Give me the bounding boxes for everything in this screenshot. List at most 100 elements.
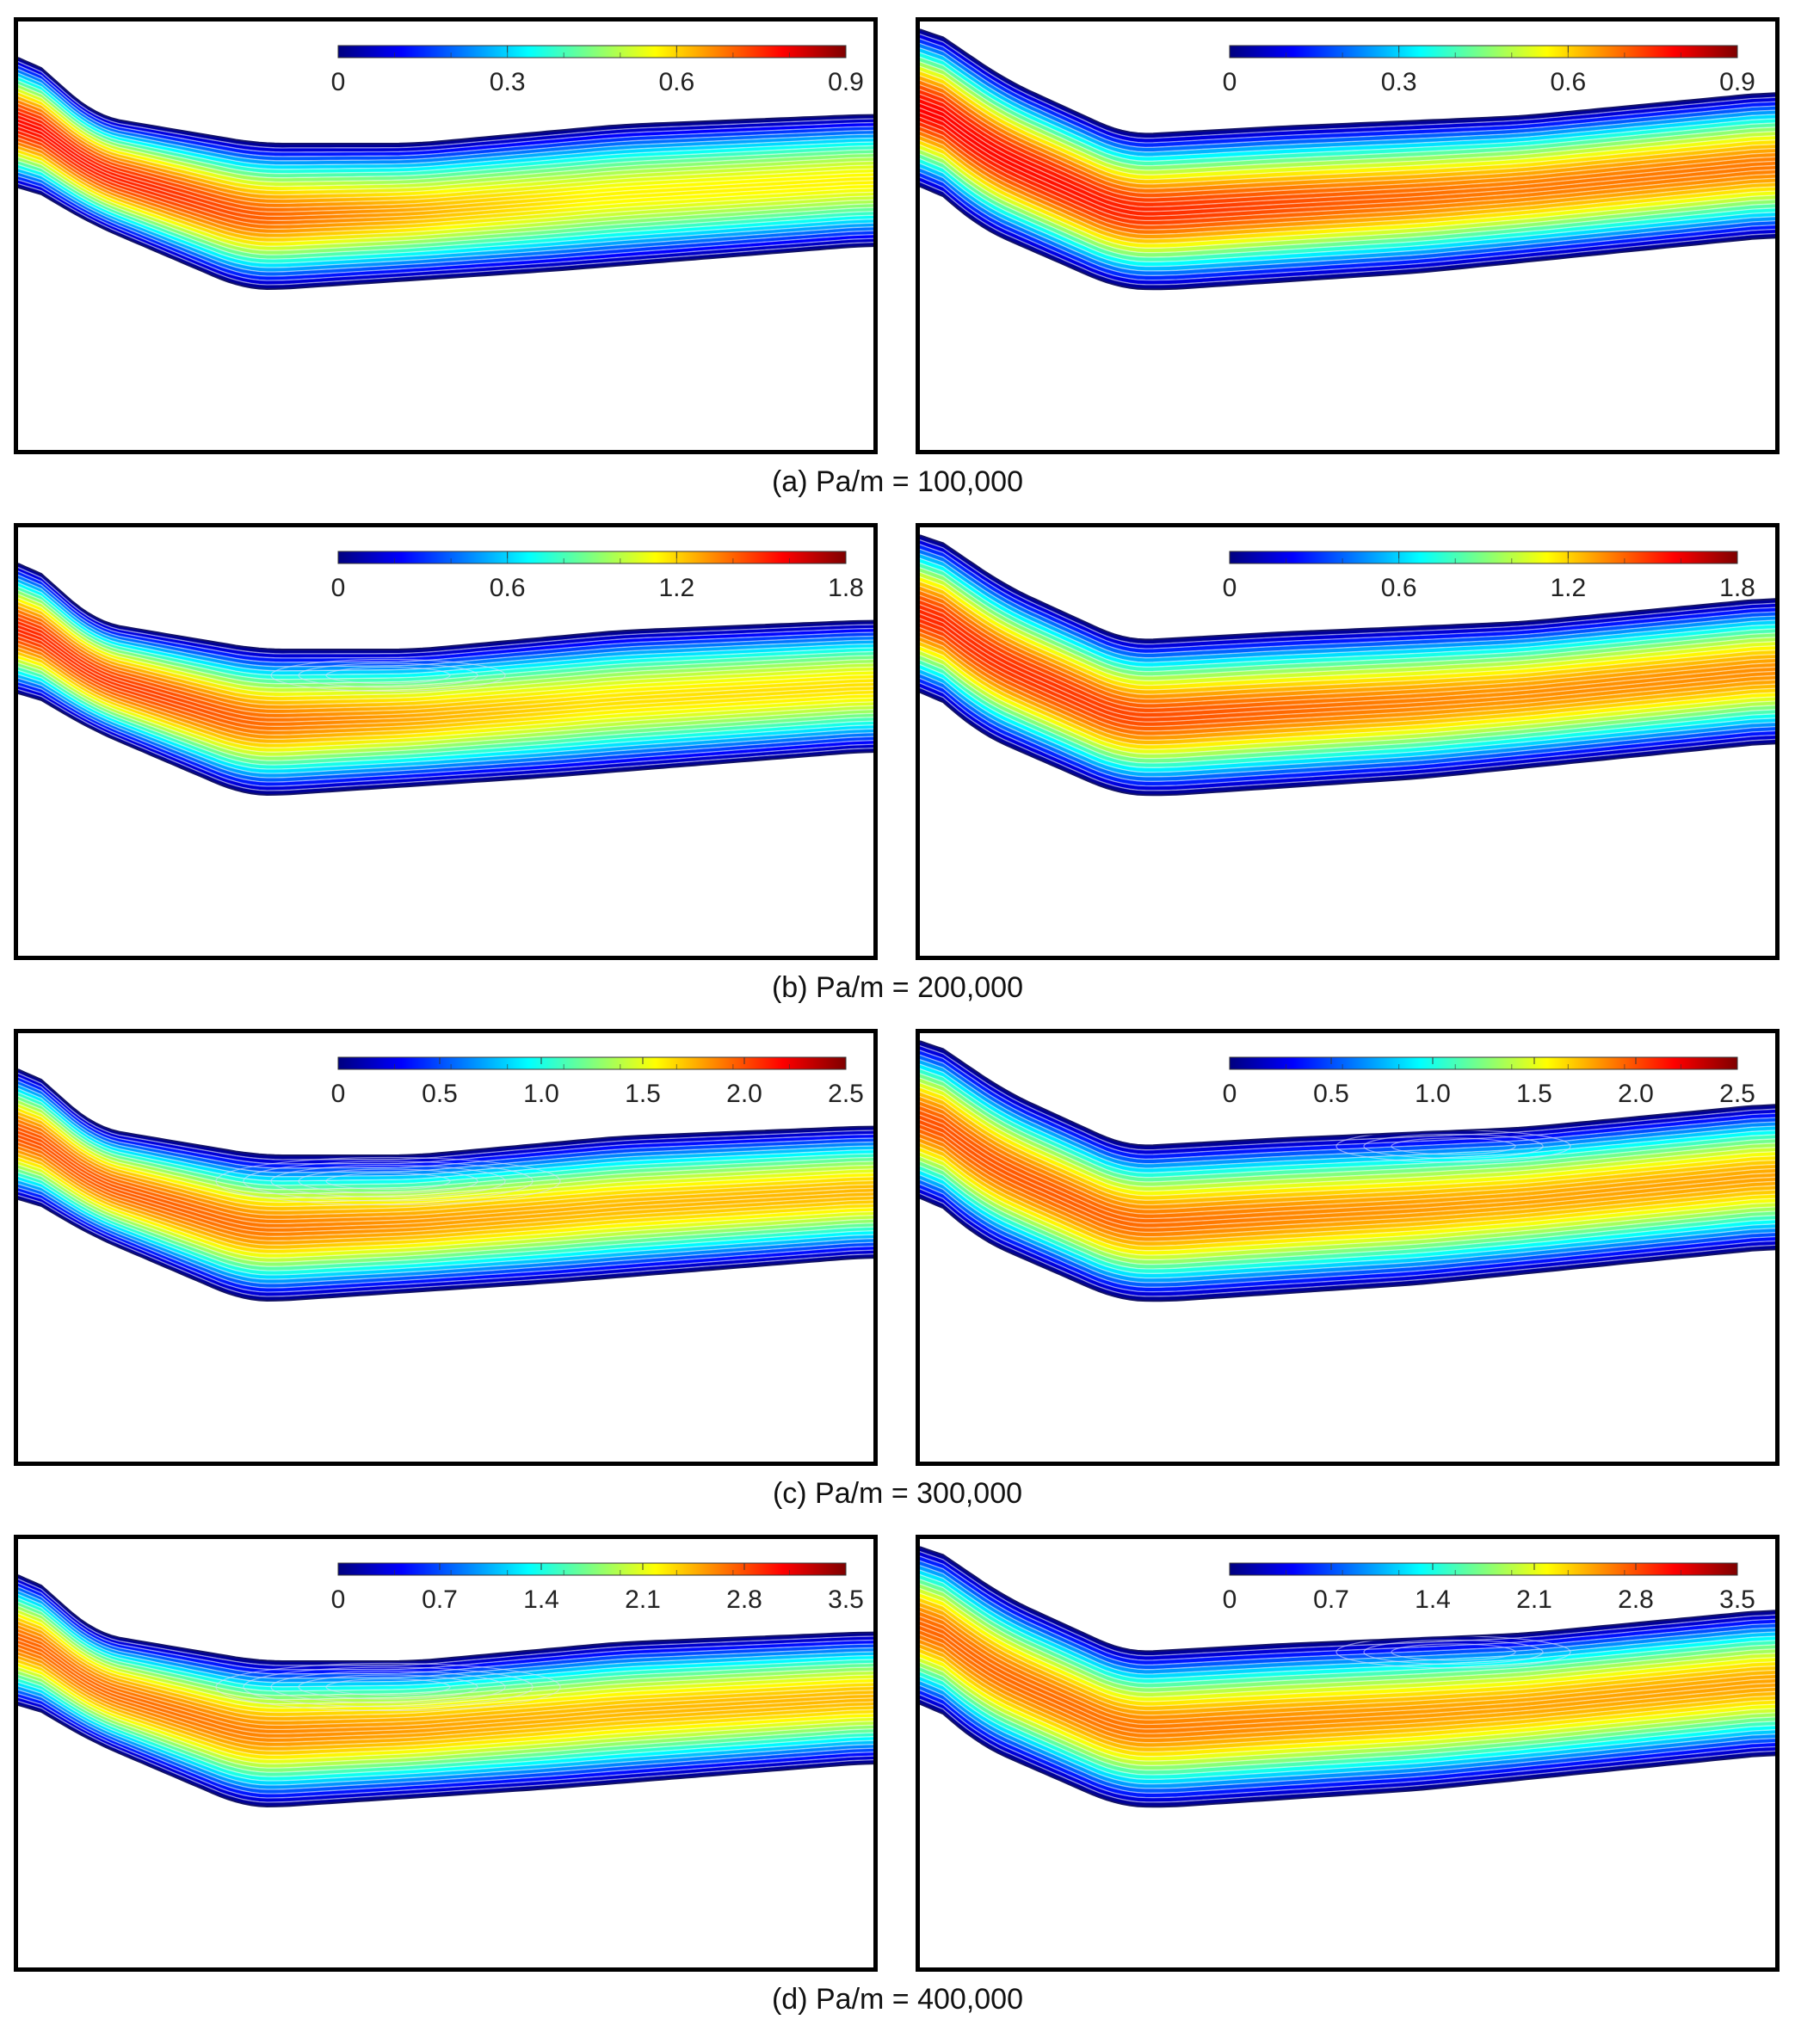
colorbar-tick-label: 1.2 — [1550, 574, 1586, 602]
colorbar-gradient — [337, 45, 847, 58]
velocity-field-plot: 0 0.6 1.2 1.8 — [920, 534, 1775, 797]
colorbar: 0 0.7 1.4 2.1 2.8 3.5 — [1223, 1562, 1755, 1614]
lower-wall — [920, 691, 1775, 797]
colorbar-gradient — [1229, 551, 1738, 564]
velocity-field-plot: 0 0.5 1.0 1.5 2.0 2.5 — [18, 1056, 873, 1302]
velocity-field-plot: 0 0.7 1.4 2.1 2.8 3.5 — [920, 1546, 1775, 1808]
upper-wall — [18, 57, 873, 145]
colorbar-tick-label: 2.1 — [1516, 1585, 1552, 1614]
colorbar-tick-label: 0.7 — [422, 1585, 458, 1614]
colorbar-gradient — [1229, 45, 1738, 58]
lower-wall — [920, 185, 1775, 291]
colorbar-tick-label: 0.6 — [490, 574, 526, 602]
colorbar-tick-label: 0 — [1223, 1080, 1237, 1108]
streamlines — [920, 539, 1775, 791]
colorbar-gradient — [337, 1562, 847, 1576]
colorbar-tick-label: 1.4 — [1415, 1585, 1451, 1614]
lower-wall — [18, 693, 873, 797]
colorbar-tick-label: 1.2 — [658, 574, 694, 602]
colorbar-tick-label: 0.6 — [1381, 574, 1417, 602]
colorbar-tick-label: 0 — [1223, 574, 1237, 602]
colorbar-tick-label: 2.1 — [625, 1585, 661, 1614]
velocity-field-panel-right: 0 0.3 0.6 0.9 — [916, 17, 1780, 454]
velocity-field-panel-left: 0 0.7 1.4 2.1 2.8 3.5 — [14, 1535, 878, 1972]
recirculation-vortex — [270, 658, 506, 693]
colorbar-tick-label: 2.0 — [1618, 1080, 1654, 1108]
colorbar: 0 0.3 0.6 0.9 — [331, 45, 864, 96]
colorbar-tick-label: 3.5 — [1719, 1585, 1755, 1614]
colorbar-tick-label: 0.3 — [490, 68, 526, 96]
colorbar-tick-label: 0.9 — [1719, 68, 1755, 96]
colorbar-tick-label: 1.4 — [523, 1585, 559, 1614]
colorbar-tick-label: 0 — [331, 68, 346, 96]
row-caption: (a) Pa/m = 100,000 — [771, 465, 1023, 498]
colorbar: 0 0.7 1.4 2.1 2.8 3.5 — [331, 1562, 864, 1614]
colorbar-tick-label: 2.0 — [726, 1080, 762, 1108]
streamlines — [18, 1578, 873, 1803]
lower-wall — [920, 1702, 1775, 1808]
colorbar-tick-label: 3.5 — [828, 1585, 864, 1614]
velocity-field-plot: 0 0.7 1.4 2.1 2.8 3.5 — [18, 1562, 873, 1808]
colorbar-tick-label: 1.5 — [625, 1080, 661, 1108]
lower-wall — [18, 1704, 873, 1808]
colorbar-tick-label: 2.8 — [726, 1585, 762, 1614]
colorbar-tick-label: 0.5 — [1313, 1080, 1349, 1108]
velocity-field-plot: 0 0.5 1.0 1.5 2.0 2.5 — [920, 1040, 1775, 1302]
row-caption: (d) Pa/m = 400,000 — [771, 1983, 1023, 2016]
lower-wall — [18, 1198, 873, 1302]
upper-wall — [18, 563, 873, 650]
colorbar-tick-label: 2.5 — [1719, 1080, 1755, 1108]
streamlines — [920, 1044, 1775, 1297]
colorbar-tick-label: 1.0 — [523, 1080, 559, 1108]
velocity-field-plot: 0 0.6 1.2 1.8 — [18, 551, 873, 797]
row-caption: (b) Pa/m = 200,000 — [771, 971, 1023, 1004]
colorbar-tick-label: 2.8 — [1618, 1585, 1654, 1614]
streamlines — [920, 33, 1775, 286]
streamlines — [18, 60, 873, 286]
upper-wall — [920, 1040, 1775, 1147]
streamlines — [920, 1550, 1775, 1803]
upper-wall — [920, 28, 1775, 135]
colorbar-gradient — [1229, 1562, 1738, 1576]
colorbar-tick-label: 0 — [1223, 68, 1237, 96]
colorbar-tick-label: 0.5 — [422, 1080, 458, 1108]
colorbar: 0 0.5 1.0 1.5 2.0 2.5 — [331, 1056, 864, 1108]
colorbar-gradient — [337, 1056, 847, 1070]
colorbar-tick-label: 2.5 — [828, 1080, 864, 1108]
velocity-field-panel-right: 0 0.6 1.2 1.8 — [916, 523, 1780, 960]
streamlines — [18, 566, 873, 791]
colorbar-tick-label: 0.9 — [828, 68, 864, 96]
colorbar-tick-label: 0.3 — [1381, 68, 1417, 96]
upper-wall — [18, 1068, 873, 1156]
colorbar: 0 0.6 1.2 1.8 — [1223, 551, 1755, 602]
colorbar-tick-label: 0.7 — [1313, 1585, 1349, 1614]
colorbar-gradient — [1229, 1056, 1738, 1070]
colorbar-tick-label: 1.0 — [1415, 1080, 1451, 1108]
colorbar-tick-label: 0.6 — [1550, 68, 1586, 96]
colorbar-tick-label: 1.8 — [828, 574, 864, 602]
lower-wall — [18, 187, 873, 291]
colorbar-tick-label: 0.6 — [658, 68, 694, 96]
colorbar-tick-label: 0 — [1223, 1585, 1237, 1614]
upper-wall — [920, 1546, 1775, 1653]
streamlines — [18, 1072, 873, 1297]
row-caption: (c) Pa/m = 300,000 — [772, 1477, 1023, 1510]
velocity-field-plot: 0 0.3 0.6 0.9 — [18, 45, 873, 291]
lower-wall — [920, 1197, 1775, 1302]
velocity-field-panel-left: 0 0.6 1.2 1.8 — [14, 523, 878, 960]
colorbar-tick-label: 0 — [331, 1080, 346, 1108]
colorbar-tick-label: 1.5 — [1516, 1080, 1552, 1108]
upper-wall — [18, 1574, 873, 1662]
colorbar: 0 0.6 1.2 1.8 — [331, 551, 864, 602]
colorbar: 0 0.5 1.0 1.5 2.0 2.5 — [1223, 1056, 1755, 1108]
colorbar-tick-label: 1.8 — [1719, 574, 1755, 602]
velocity-field-plot: 0 0.3 0.6 0.9 — [920, 28, 1775, 291]
colorbar-tick-label: 0 — [331, 1585, 346, 1614]
velocity-field-panel-right: 0 0.7 1.4 2.1 2.8 3.5 — [916, 1535, 1780, 1972]
colorbar: 0 0.3 0.6 0.9 — [1223, 45, 1755, 96]
velocity-field-panel-left: 0 0.5 1.0 1.5 2.0 2.5 — [14, 1029, 878, 1466]
colorbar-tick-label: 0 — [331, 574, 346, 602]
colorbar-gradient — [337, 551, 847, 564]
upper-wall — [920, 534, 1775, 641]
velocity-field-panel-right: 0 0.5 1.0 1.5 2.0 2.5 — [916, 1029, 1780, 1466]
